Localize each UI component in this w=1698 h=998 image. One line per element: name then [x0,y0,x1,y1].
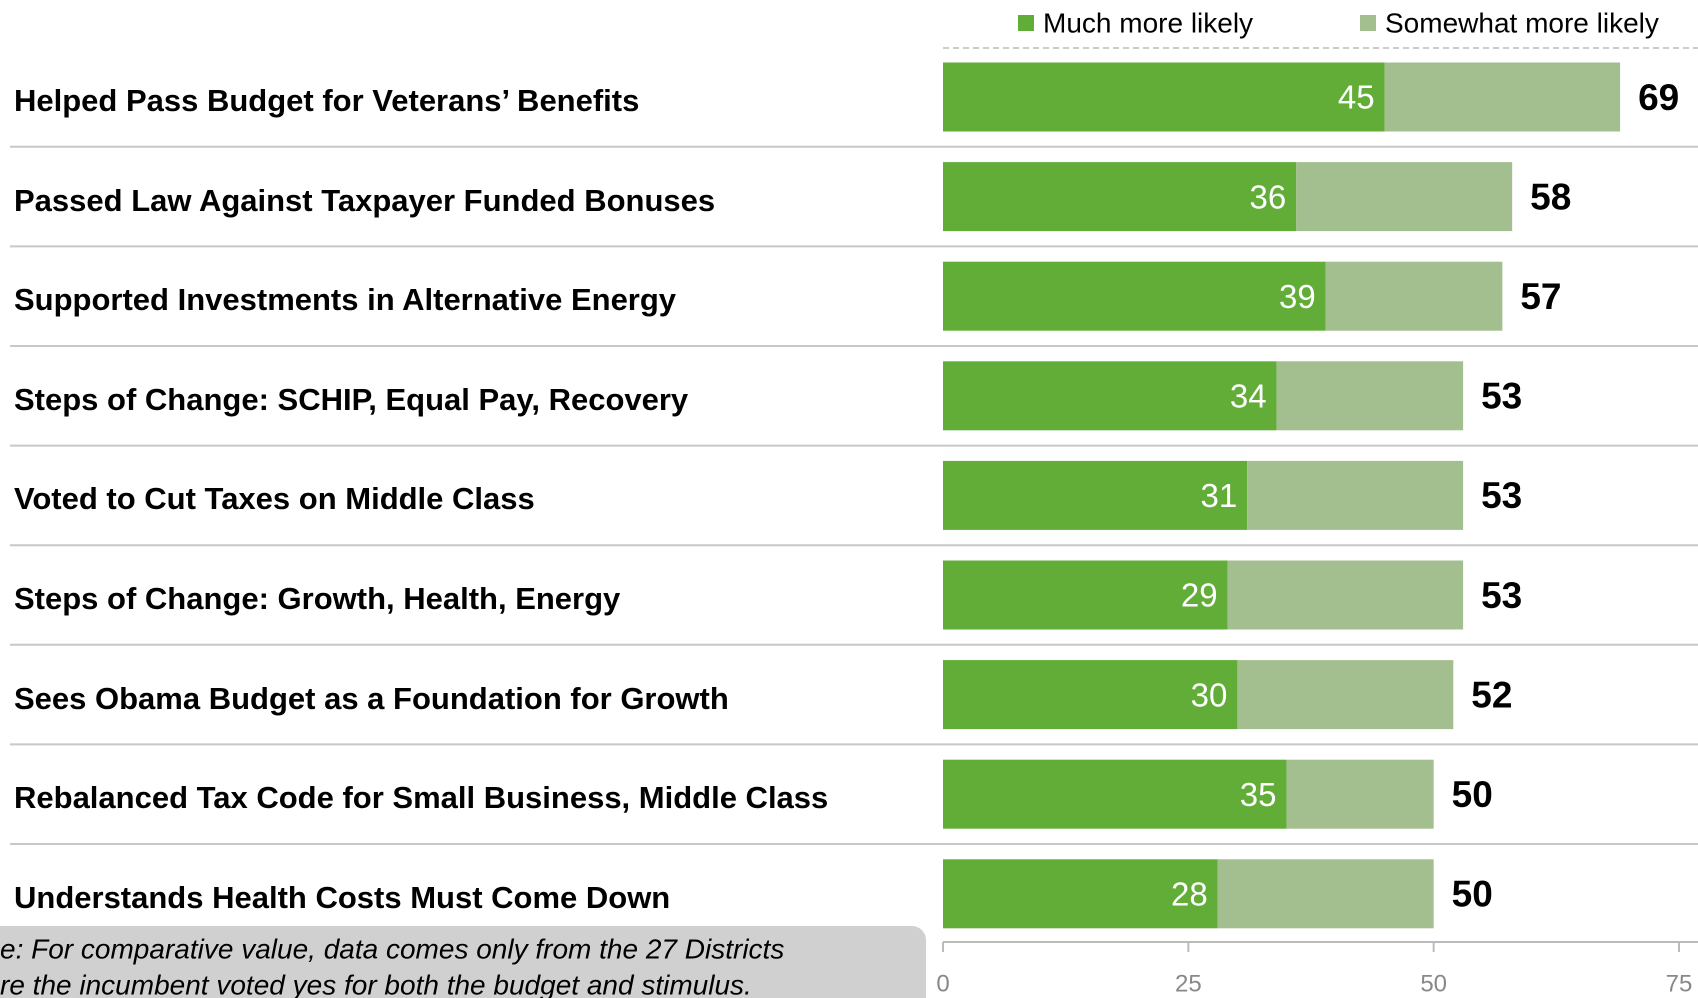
legend-label: Somewhat more likely [1385,7,1659,38]
x-tick-label: 0 [936,970,949,997]
bar-segment [1247,460,1464,530]
value-label: 28 [1171,876,1208,913]
bar-segment [943,759,1287,829]
value-label: 39 [1279,278,1316,315]
category-label: Helped Pass Budget for Veterans’ Benefit… [14,83,640,118]
bar-segment [1286,759,1434,829]
x-tick-label: 50 [1420,970,1447,997]
value-label: 30 [1191,676,1228,713]
total-label: 50 [1452,874,1493,915]
bar-segment [1217,859,1434,929]
bar-segment [1237,660,1454,730]
bar-segment [943,62,1385,132]
value-label: 36 [1250,178,1287,215]
note-text: re the incumbent voted yes for both the … [0,969,752,998]
category-label: Sees Obama Budget as a Foundation for Gr… [14,680,729,716]
total-label: 53 [1481,475,1522,516]
total-label: 53 [1481,376,1522,417]
note-text: e: For comparative value, data comes onl… [0,933,784,964]
category-label: Rebalanced Tax Code for Small Business, … [14,780,829,816]
bar-segment [1296,162,1513,232]
value-label: 35 [1240,776,1277,813]
value-label: 31 [1200,477,1237,514]
bar-segment [943,361,1277,431]
bar-segment [943,162,1297,232]
total-label: 57 [1520,276,1561,317]
category-label: Steps of Change: Growth, Health, Energy [14,581,621,616]
x-tick-label: 75 [1666,970,1693,997]
category-label: Voted to Cut Taxes on Middle Class [14,481,535,517]
bar-segment [943,859,1218,929]
bar-segment [943,660,1238,730]
total-label: 69 [1638,77,1679,118]
total-label: 53 [1481,575,1522,616]
value-label: 29 [1181,577,1218,614]
total-label: 58 [1530,176,1571,217]
bar-segment [1227,560,1464,630]
bar-segment [1276,361,1464,431]
total-label: 50 [1452,774,1493,815]
bar-segment [943,261,1326,331]
category-label: Supported Investments in Alternative Ene… [14,282,677,318]
note-box [0,926,926,998]
value-label: 34 [1230,378,1267,415]
legend-swatch [1360,15,1376,31]
total-label: 52 [1471,674,1512,715]
category-label: Passed Law Against Taxpayer Funded Bonus… [14,182,716,218]
category-label: Steps of Change: SCHIP, Equal Pay, Recov… [14,381,689,417]
bar-segment [1384,62,1621,132]
value-label: 45 [1338,79,1375,116]
bar-segment [1325,261,1503,331]
category-label: Understands Health Costs Must Come Down [14,879,671,915]
bar-segment [943,460,1248,530]
bar-segment [943,560,1228,630]
x-tick-label: 25 [1175,970,1202,997]
legend-label: Much more likely [1043,7,1253,38]
legend-swatch [1018,15,1034,31]
